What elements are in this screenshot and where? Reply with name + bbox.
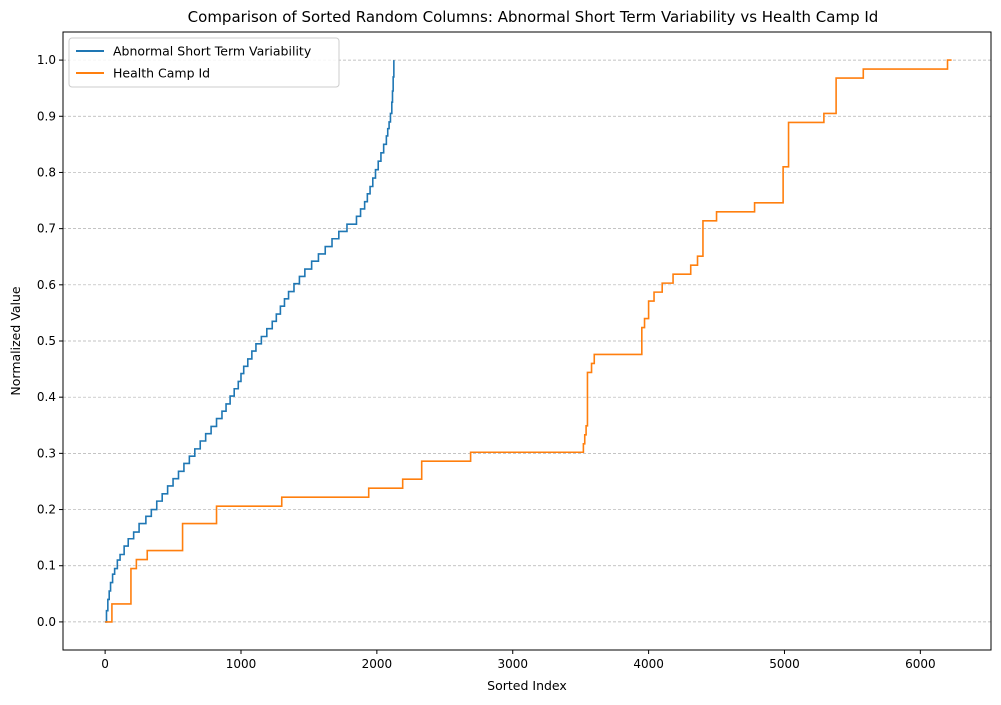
- chart-title: Comparison of Sorted Random Columns: Abn…: [188, 8, 879, 26]
- legend-label-2: Health Camp Id: [113, 66, 210, 81]
- x-tick-label: 6000: [905, 657, 936, 671]
- y-axis-label: Normalized Value: [8, 286, 23, 395]
- y-tick-label: 0.9: [37, 109, 56, 123]
- y-tick-label: 0.0: [37, 615, 56, 629]
- x-axis-ticks: 0 1000 2000 3000 4000 5000 6000: [101, 650, 936, 671]
- series-line-1: [105, 60, 395, 623]
- x-tick-label: 5000: [769, 657, 800, 671]
- x-tick-label: 4000: [633, 657, 664, 671]
- x-tick-label: 0: [101, 657, 109, 671]
- y-tick-label: 0.4: [37, 390, 56, 404]
- y-tick-label: 1.0: [37, 53, 56, 67]
- legend: Abnormal Short Term Variability Health Ca…: [68, 37, 340, 88]
- legend-box: [68, 37, 340, 88]
- y-axis-ticks: 0.0 0.1 0.2 0.3 0.4 0.5 0.6 0.7 0.8 0.9 1.0: [37, 53, 63, 629]
- y-tick-label: 0.7: [37, 222, 56, 236]
- y-tick-label: 0.8: [37, 165, 56, 179]
- series-line-2: [105, 59, 952, 623]
- x-tick-label: 3000: [497, 657, 528, 671]
- x-axis-label: Sorted Index: [487, 678, 567, 693]
- y-tick-label: 0.2: [37, 503, 56, 517]
- y-tick-label: 0.6: [37, 278, 56, 292]
- legend-label-1: Abnormal Short Term Variability: [113, 44, 312, 59]
- x-tick-label: 1000: [226, 657, 257, 671]
- x-tick-label: 2000: [362, 657, 393, 671]
- series-layer: [105, 59, 952, 623]
- y-tick-label: 0.5: [37, 334, 56, 348]
- y-tick-label: 0.1: [37, 559, 56, 573]
- y-tick-label: 0.3: [37, 446, 56, 460]
- plot-area: [63, 32, 991, 650]
